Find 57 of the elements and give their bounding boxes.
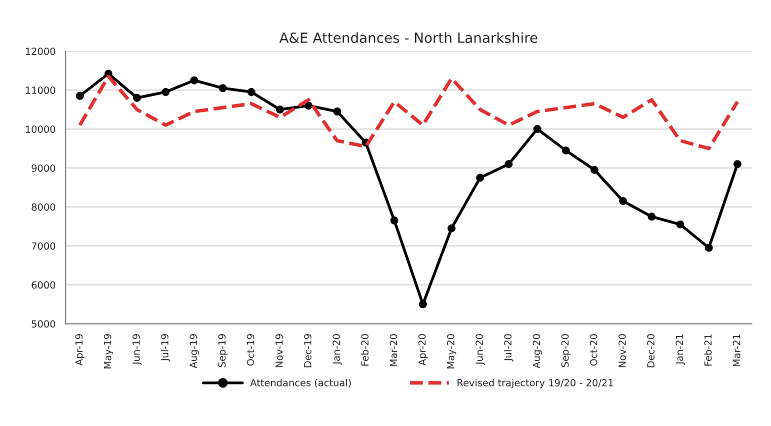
x-tick-label: Nov-19 [275,334,283,368]
point [190,76,198,84]
y-tick-label: 12000 [26,48,56,55]
y-tick-label: 8000 [32,203,56,211]
x-tick-label: Aug-19 [190,334,199,368]
point [247,88,256,96]
legend-label: Attendances (actual) [250,378,351,388]
y-tick-label: 10000 [26,125,56,133]
x-tick-label: Jun-19 [132,334,142,366]
point [590,166,598,174]
point [704,244,713,252]
x-tick-label: Dec-20 [647,334,654,368]
x-tick-label: Feb-21 [704,334,712,366]
x-tick-label: Oct-19 [246,334,254,366]
point [390,216,398,225]
point [562,146,570,154]
x-tick-label: Feb-20 [361,334,369,366]
point [418,300,427,308]
point [448,224,456,232]
x-tick-label: Oct-20 [590,334,598,366]
point [162,88,170,96]
x-tick-label: Dec-19 [304,334,312,368]
point [619,197,628,206]
point [276,106,284,114]
legend-label: Revised trajectory 19/20 - 20/21 [458,378,613,388]
x-tick-label: Aug-20 [532,334,542,368]
x-tick-label: Jan-20 [332,334,342,365]
x-tick-label: Apr-19 [75,334,85,366]
x-tick-label: Sep-20 [561,334,571,368]
point [676,220,684,228]
point [733,160,742,168]
x-tick-label: Mar-21 [732,334,740,366]
x-tick-label: Jul-19 [160,334,170,362]
x-tick-label: Jan-21 [676,334,685,365]
x-tick-label: Nov-20 [618,334,626,368]
point [476,174,484,182]
point [333,108,342,116]
y-tick-label: 6000 [32,281,56,289]
y-tick-label: 11000 [26,86,56,94]
point [648,212,656,221]
point [133,94,142,102]
point [76,92,84,100]
x-tick-label: Sep-19 [218,334,228,368]
x-tick-label: May-19 [104,334,114,368]
y-tick-label: 5000 [32,320,56,328]
point [504,160,513,168]
y-tick-label: 9000 [32,164,56,172]
chart-title: A&E Attendances - North Lanarkshire [279,32,538,43]
x-tick-label: Jun-20 [476,334,485,366]
point [533,125,542,134]
point [218,84,227,92]
x-tick-label: May-20 [446,334,456,368]
point [304,102,313,110]
x-tick-label: Jul-20 [504,334,514,362]
x-tick-label: Mar-20 [390,334,398,366]
x-tick-label: Apr-20 [418,334,428,366]
y-tick-label: 7000 [32,242,56,250]
